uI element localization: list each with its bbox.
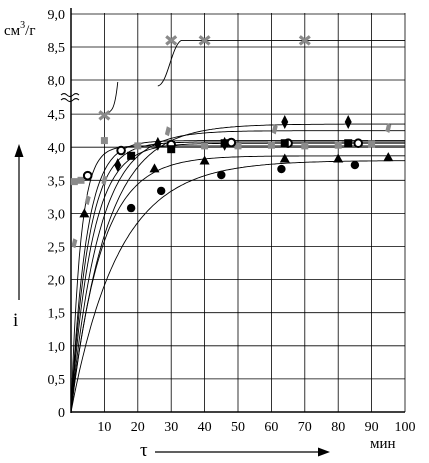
marker-filled-triangle <box>333 153 344 163</box>
x-tick-label: 30 <box>164 420 178 435</box>
marker-gray-square <box>201 142 209 150</box>
grid-lines <box>71 13 406 412</box>
fitted-curve <box>71 155 405 413</box>
marker-filled-triangle <box>149 163 160 173</box>
marker-gray-square <box>301 142 309 150</box>
marker-gray-square <box>234 142 242 150</box>
y-tick-label: 4,0 <box>48 141 66 156</box>
y-tick-label: 3,5 <box>48 174 66 189</box>
x-tick-label: 10 <box>97 420 111 435</box>
x-tick-label: 40 <box>198 420 212 435</box>
marker-gray-cross <box>298 35 311 46</box>
marker-filled-square <box>344 139 353 148</box>
marker-gray-square <box>368 140 376 148</box>
marker-filled-circle <box>277 164 286 174</box>
marker-filled-triangle <box>383 152 394 162</box>
y-axis-label: i <box>13 310 18 331</box>
y-tick-label: 8,5 <box>48 41 66 56</box>
marker-filled-circle <box>156 186 166 196</box>
fitted-curve <box>71 130 405 413</box>
marker-open-circle <box>353 138 364 149</box>
marker-gray-square <box>267 141 275 149</box>
y-axis-arrow <box>14 144 24 300</box>
marker-gray-square <box>100 137 108 145</box>
marker-gray-square <box>334 141 342 149</box>
data-markers <box>70 35 394 249</box>
marker-gray-cross <box>98 110 111 121</box>
axis-break-mark <box>60 93 80 98</box>
marker-gray-diamond <box>71 238 78 249</box>
marker-filled-diamond <box>221 136 229 151</box>
y-tick-label: 2,0 <box>48 274 66 289</box>
cross-series-curve <box>100 81 119 115</box>
marker-filled-triangle <box>79 208 90 218</box>
marker-filled-square <box>127 151 136 160</box>
marker-filled-diamond <box>281 115 289 130</box>
marker-filled-diamond <box>114 158 122 173</box>
tick-labels: 10 20 30 40 50 60 70 80 90 100 0 0,5 1,0 1,5 2,0 2,5 3,0… <box>48 8 416 435</box>
marker-gray-diamond <box>164 126 171 137</box>
marker-filled-square <box>280 139 289 148</box>
y-tick-label: 1,0 <box>48 340 66 355</box>
y-tick-label: 8,0 <box>48 74 66 89</box>
x-tick-label: 90 <box>365 420 379 435</box>
y-tick-label: 4,5 <box>48 108 66 123</box>
x-tick-label: 50 <box>231 420 245 435</box>
y-tick-label: 0 <box>58 406 65 421</box>
marker-open-circle <box>82 170 93 181</box>
marker-filled-diamond <box>344 115 352 130</box>
marker-filled-triangle <box>199 155 210 165</box>
x-tick-label: 100 <box>395 420 416 435</box>
x-axis-arrow <box>155 447 330 457</box>
marker-gray-diamond <box>271 124 278 135</box>
marker-filled-diamond <box>154 136 162 151</box>
y-tick-label: 9,0 <box>48 8 66 23</box>
y-tick-label: 3,0 <box>48 207 66 222</box>
marker-gray-square <box>77 176 85 184</box>
marker-gray-diamond <box>385 123 392 134</box>
marker-filled-square <box>167 145 176 154</box>
marker-gray-diamond <box>84 195 91 206</box>
fitted-curve <box>71 160 405 413</box>
x-tick-label: 20 <box>131 420 145 435</box>
axes <box>60 8 405 413</box>
x-tick-label: 80 <box>331 420 345 435</box>
axis-break-mark <box>60 98 80 103</box>
marker-filled-circle <box>217 170 226 180</box>
x-tick-label: 70 <box>298 420 312 435</box>
cross-series-curve <box>157 39 405 87</box>
y-tick-label: 2,5 <box>48 241 66 256</box>
marker-open-circle <box>226 137 237 148</box>
marker-filled-circle <box>126 203 136 213</box>
y-tick-label: 0,5 <box>48 373 66 388</box>
marker-filled-triangle <box>279 153 290 163</box>
marker-gray-diamond <box>101 175 108 186</box>
x-unit-label: мин <box>370 436 396 452</box>
marker-open-circle <box>116 145 126 156</box>
marker-filled-circle <box>350 160 360 170</box>
y-unit-label: см3/г <box>4 20 35 39</box>
x-tick-label: 60 <box>264 420 278 435</box>
marker-gray-square <box>134 142 142 150</box>
x-axis-label: τ <box>140 440 148 461</box>
marker-gray-cross <box>198 35 211 46</box>
marker-gray-cross <box>165 35 178 46</box>
marker-gray-square <box>70 178 78 186</box>
y-tick-label: 1,5 <box>48 307 66 322</box>
